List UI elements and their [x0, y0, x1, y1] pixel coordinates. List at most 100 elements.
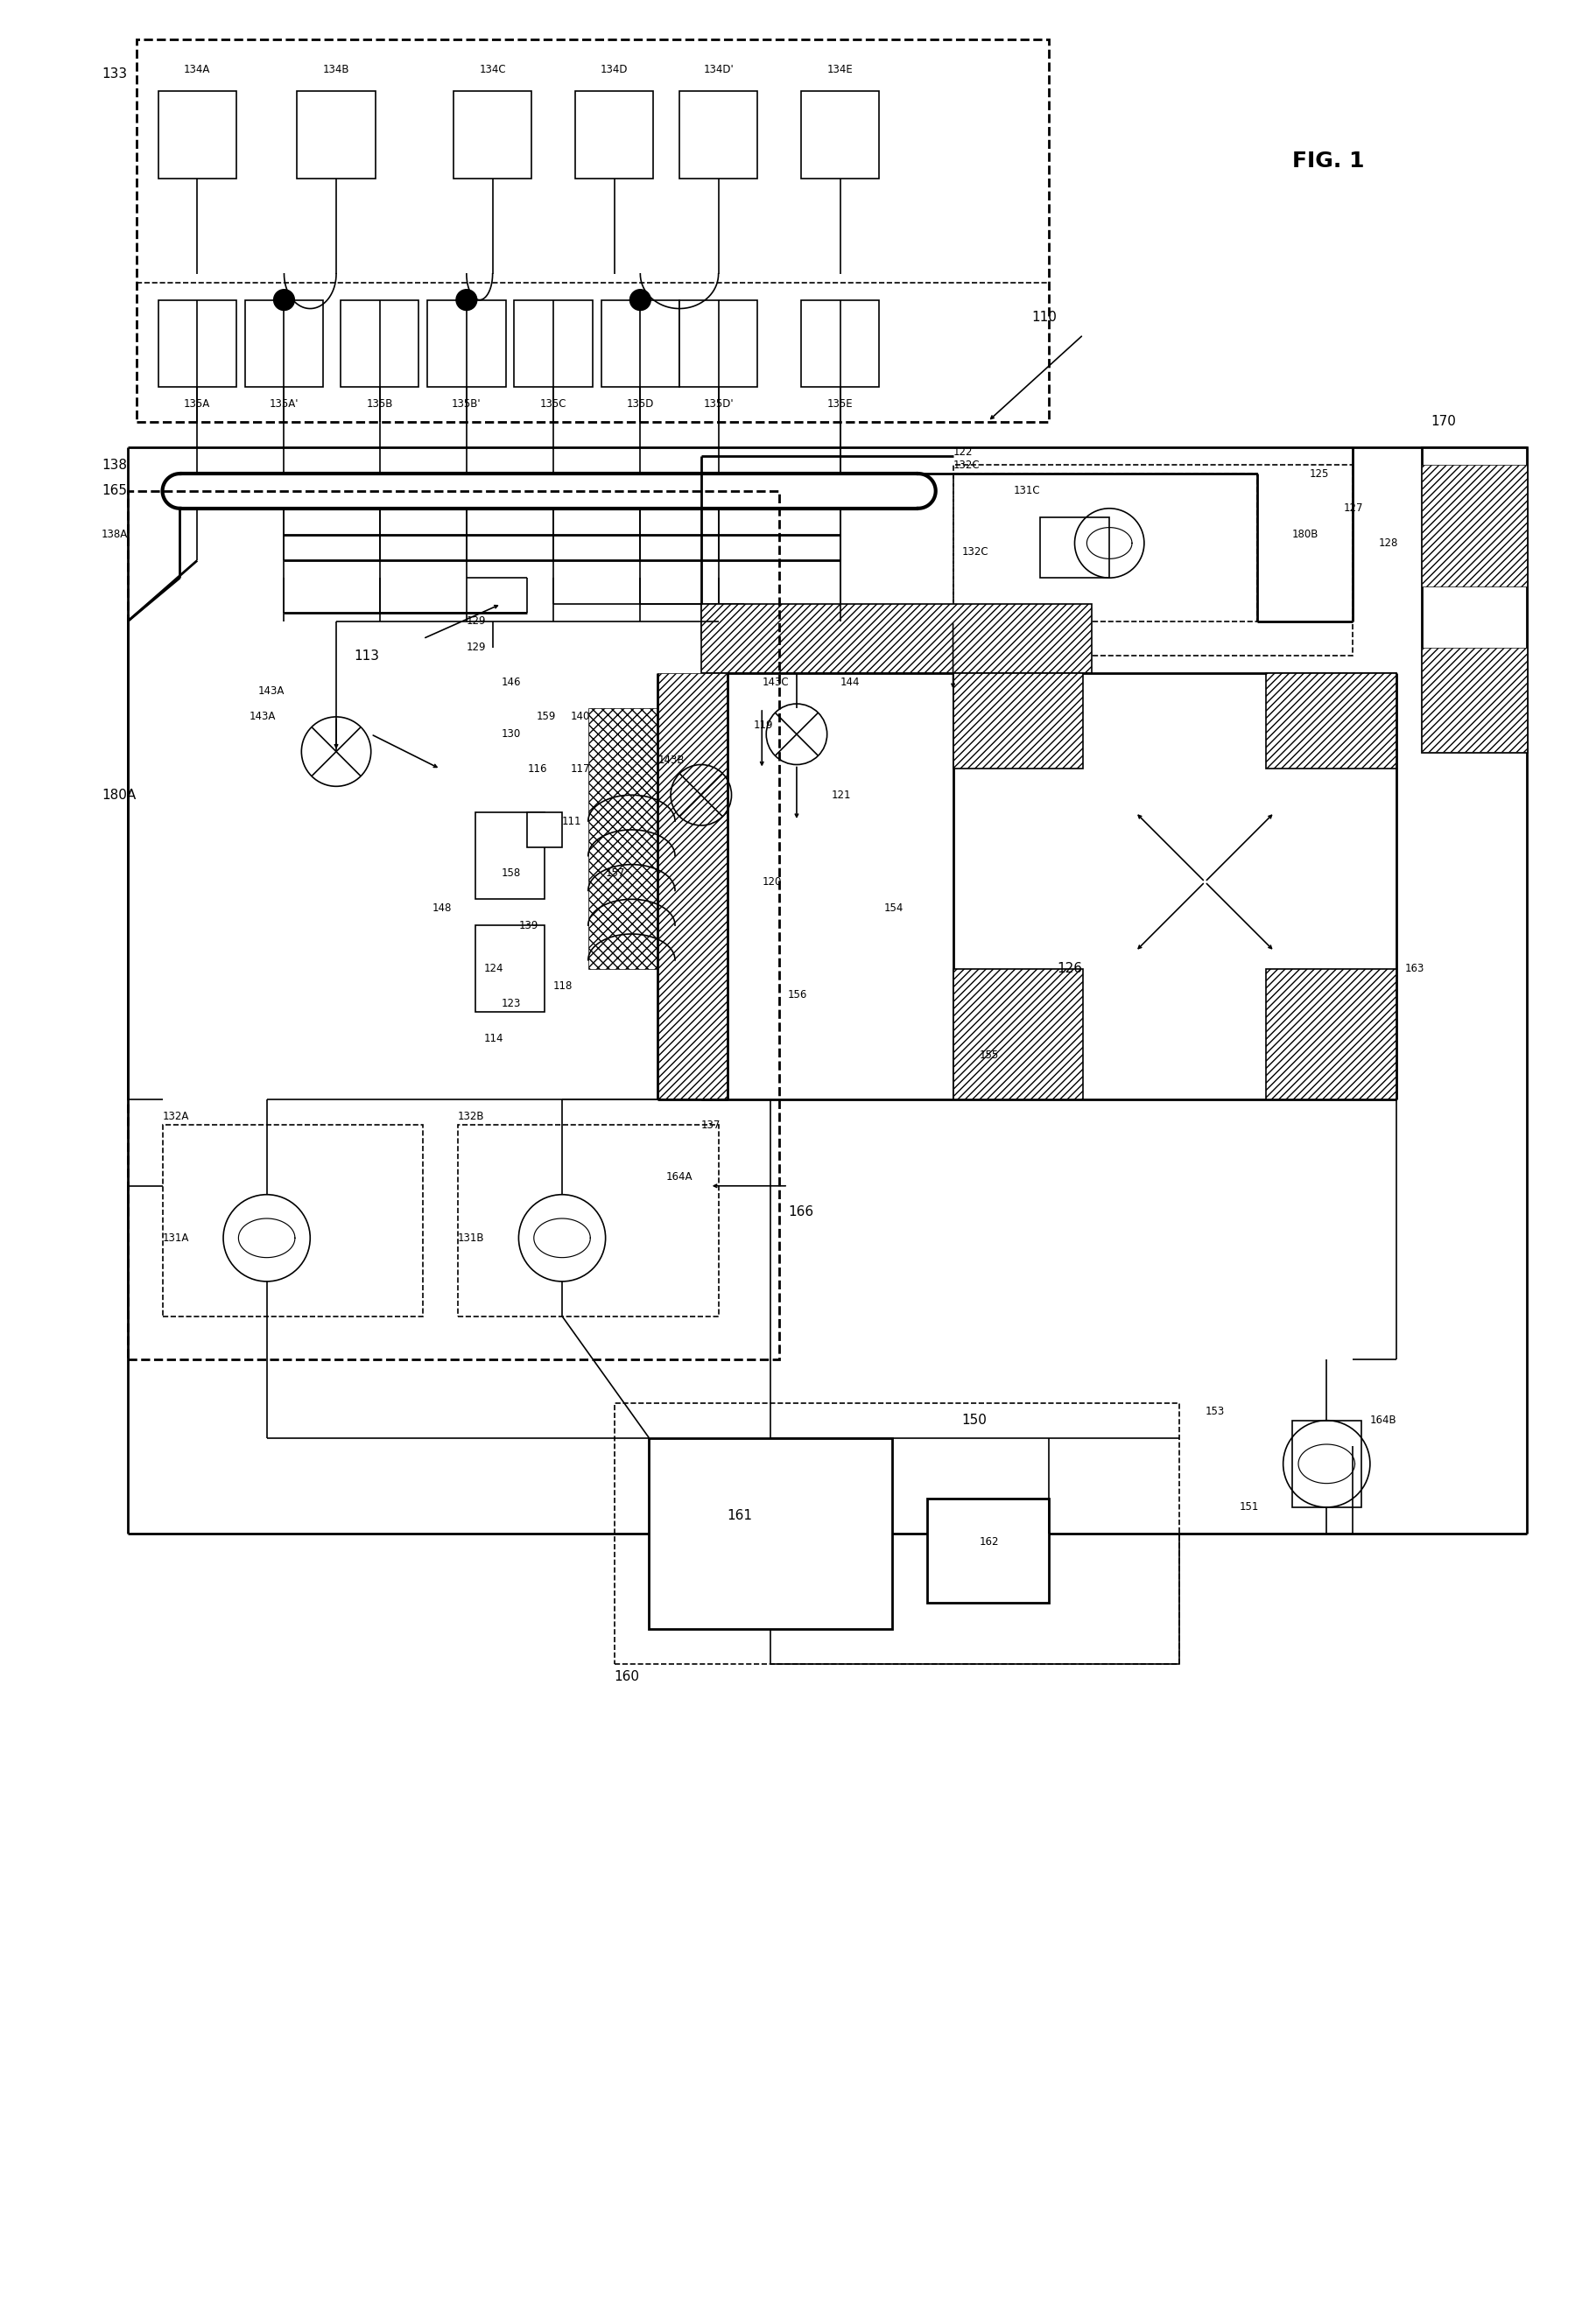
- Text: 153: 153: [1204, 1406, 1224, 1418]
- Text: 163: 163: [1403, 962, 1424, 974]
- Text: 156: 156: [788, 990, 807, 1002]
- Text: 158: 158: [501, 867, 520, 878]
- Text: 137: 137: [701, 1120, 720, 1132]
- Text: 160: 160: [614, 1671, 639, 1683]
- Text: 129: 129: [467, 641, 486, 653]
- Text: 135D: 135D: [626, 397, 653, 409]
- Bar: [800, 91, 878, 179]
- Text: 155: 155: [979, 1050, 998, 1062]
- Bar: [649, 1439, 892, 1629]
- Text: 161: 161: [726, 1508, 751, 1522]
- Text: 140: 140: [571, 711, 590, 723]
- Bar: [679, 300, 758, 386]
- Text: 159: 159: [536, 711, 555, 723]
- Text: 123: 123: [501, 997, 520, 1009]
- Bar: [475, 813, 544, 899]
- Bar: [158, 300, 236, 386]
- Text: 116: 116: [527, 762, 547, 774]
- Bar: [800, 300, 878, 386]
- Bar: [701, 604, 1092, 674]
- Bar: [1421, 465, 1525, 586]
- Text: 128: 128: [1378, 537, 1397, 548]
- Text: 118: 118: [554, 981, 573, 992]
- Bar: [952, 969, 1082, 1099]
- Bar: [527, 813, 562, 848]
- Bar: [589, 709, 674, 969]
- Text: 143A: 143A: [250, 711, 275, 723]
- Bar: [1291, 1420, 1361, 1508]
- Text: 121: 121: [831, 790, 851, 802]
- Bar: [128, 490, 778, 1360]
- Text: 132B: 132B: [457, 1111, 484, 1122]
- Bar: [136, 40, 1047, 421]
- Text: 135B': 135B': [451, 397, 481, 409]
- Text: 126: 126: [1057, 962, 1082, 976]
- Text: 143B: 143B: [657, 755, 683, 767]
- Bar: [927, 1499, 1047, 1604]
- Text: 119: 119: [753, 720, 772, 732]
- Bar: [452, 91, 532, 179]
- Text: 134C: 134C: [479, 65, 506, 74]
- Bar: [1421, 449, 1525, 751]
- Bar: [514, 300, 592, 386]
- Text: 130: 130: [501, 727, 520, 739]
- Bar: [601, 300, 679, 386]
- Text: 134B: 134B: [323, 65, 350, 74]
- Bar: [1266, 969, 1395, 1099]
- Bar: [657, 674, 726, 1099]
- Bar: [574, 91, 653, 179]
- Text: 164B: 164B: [1370, 1415, 1395, 1427]
- Bar: [245, 300, 323, 386]
- Text: 131B: 131B: [457, 1232, 484, 1243]
- Text: 143A: 143A: [258, 686, 285, 697]
- Text: 124: 124: [484, 962, 503, 974]
- Text: 134A: 134A: [184, 65, 210, 74]
- Text: 135C: 135C: [539, 397, 566, 409]
- Text: 132C: 132C: [962, 546, 989, 558]
- Bar: [340, 300, 419, 386]
- Bar: [158, 91, 236, 179]
- Bar: [475, 925, 544, 1013]
- Text: 166: 166: [788, 1206, 813, 1218]
- Bar: [952, 465, 1353, 655]
- Bar: [457, 1125, 718, 1315]
- Text: 133: 133: [101, 67, 127, 81]
- Bar: [952, 674, 1082, 769]
- Bar: [297, 91, 375, 179]
- Text: 180B: 180B: [1291, 530, 1318, 539]
- Bar: [1266, 674, 1395, 769]
- Text: 134D': 134D': [702, 65, 734, 74]
- Text: 131C: 131C: [1014, 486, 1039, 497]
- Text: 164A: 164A: [666, 1171, 693, 1183]
- Text: 125: 125: [1308, 467, 1327, 479]
- Text: 131A: 131A: [163, 1232, 188, 1243]
- Bar: [1039, 516, 1109, 579]
- Text: 129: 129: [467, 616, 486, 627]
- Circle shape: [274, 290, 294, 311]
- Text: 132A: 132A: [163, 1111, 188, 1122]
- Circle shape: [456, 290, 476, 311]
- Text: 110: 110: [1030, 311, 1055, 323]
- Text: 139: 139: [519, 920, 538, 932]
- Circle shape: [630, 290, 650, 311]
- Text: 134D: 134D: [600, 65, 628, 74]
- Text: 151: 151: [1239, 1501, 1259, 1513]
- Text: 162: 162: [979, 1536, 998, 1548]
- Text: 122: 122: [952, 446, 973, 458]
- Text: 132C: 132C: [952, 460, 979, 472]
- Text: 150: 150: [962, 1413, 987, 1427]
- Text: 135A: 135A: [184, 397, 210, 409]
- Text: 146: 146: [501, 676, 520, 688]
- Text: 180A: 180A: [101, 788, 136, 802]
- Bar: [952, 474, 1256, 621]
- Text: 113: 113: [353, 648, 378, 662]
- Text: 165: 165: [101, 483, 127, 497]
- Text: 127: 127: [1343, 502, 1364, 514]
- Text: 157: 157: [606, 867, 625, 878]
- Bar: [163, 1125, 422, 1315]
- Text: 114: 114: [484, 1032, 503, 1043]
- Text: 154: 154: [883, 902, 903, 913]
- Text: 148: 148: [432, 902, 451, 913]
- Text: FIG. 1: FIG. 1: [1291, 151, 1364, 172]
- Bar: [614, 1404, 1179, 1664]
